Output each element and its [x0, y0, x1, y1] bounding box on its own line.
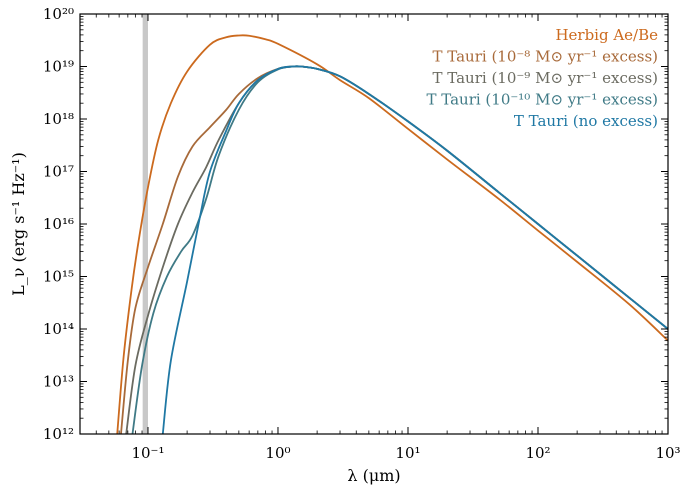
y-tick-label: 10¹³	[43, 373, 74, 391]
legend-entry: T Tauri (10⁻¹⁰ M⊙ yr⁻¹ excess)	[426, 91, 658, 109]
x-tick-label: 10¹	[395, 444, 420, 462]
legend-entry: T Tauri (no excess)	[514, 112, 658, 130]
y-tick-label: 10¹⁹	[43, 58, 74, 76]
series-line-0	[116, 34, 668, 434]
y-tick-label: 10¹⁵	[43, 268, 74, 286]
legend-entry: T Tauri (10⁻⁹ M⊙ yr⁻¹ excess)	[433, 69, 659, 87]
y-axis-label: L_ν (erg s⁻¹ Hz⁻¹)	[9, 152, 28, 296]
lyman-band	[142, 14, 148, 434]
x-tick-label: 10³	[655, 444, 680, 462]
y-tick-label: 10¹⁷	[43, 163, 74, 181]
legend-entry: Herbig Ae/Be	[555, 26, 658, 44]
legend-entry: T Tauri (10⁻⁸ M⊙ yr⁻¹ excess)	[433, 48, 659, 66]
x-tick-label: 10⁰	[265, 444, 290, 462]
axis-ticks: 10⁻¹ 10⁰ 10¹ 10² 10³ 10¹² 10¹³ 10¹⁴ 10¹⁵ 10¹⁶ 10¹⁷…	[43, 5, 681, 462]
legend: Herbig Ae/Be T Tauri (10⁻⁸ M⊙ yr⁻¹ excess…	[426, 26, 658, 130]
shaded-band-layer	[142, 14, 148, 434]
x-tick-label: 10²	[525, 444, 550, 462]
y-tick-label: 10¹⁸	[43, 110, 74, 128]
series-line-4	[161, 65, 668, 434]
y-tick-label: 10²⁰	[43, 5, 74, 23]
x-axis-label: λ (μm)	[347, 466, 400, 485]
y-tick-label: 10¹⁴	[43, 320, 74, 338]
y-tick-label: 10¹²	[43, 425, 74, 443]
series-lines	[116, 34, 668, 434]
y-tick-label: 10¹⁶	[43, 215, 74, 233]
x-tick-label: 10⁻¹	[131, 444, 164, 462]
